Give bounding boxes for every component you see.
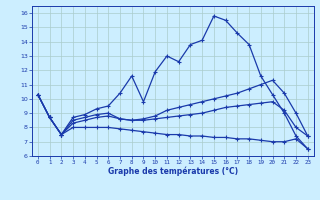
X-axis label: Graphe des températures (°C): Graphe des températures (°C) [108,167,238,176]
